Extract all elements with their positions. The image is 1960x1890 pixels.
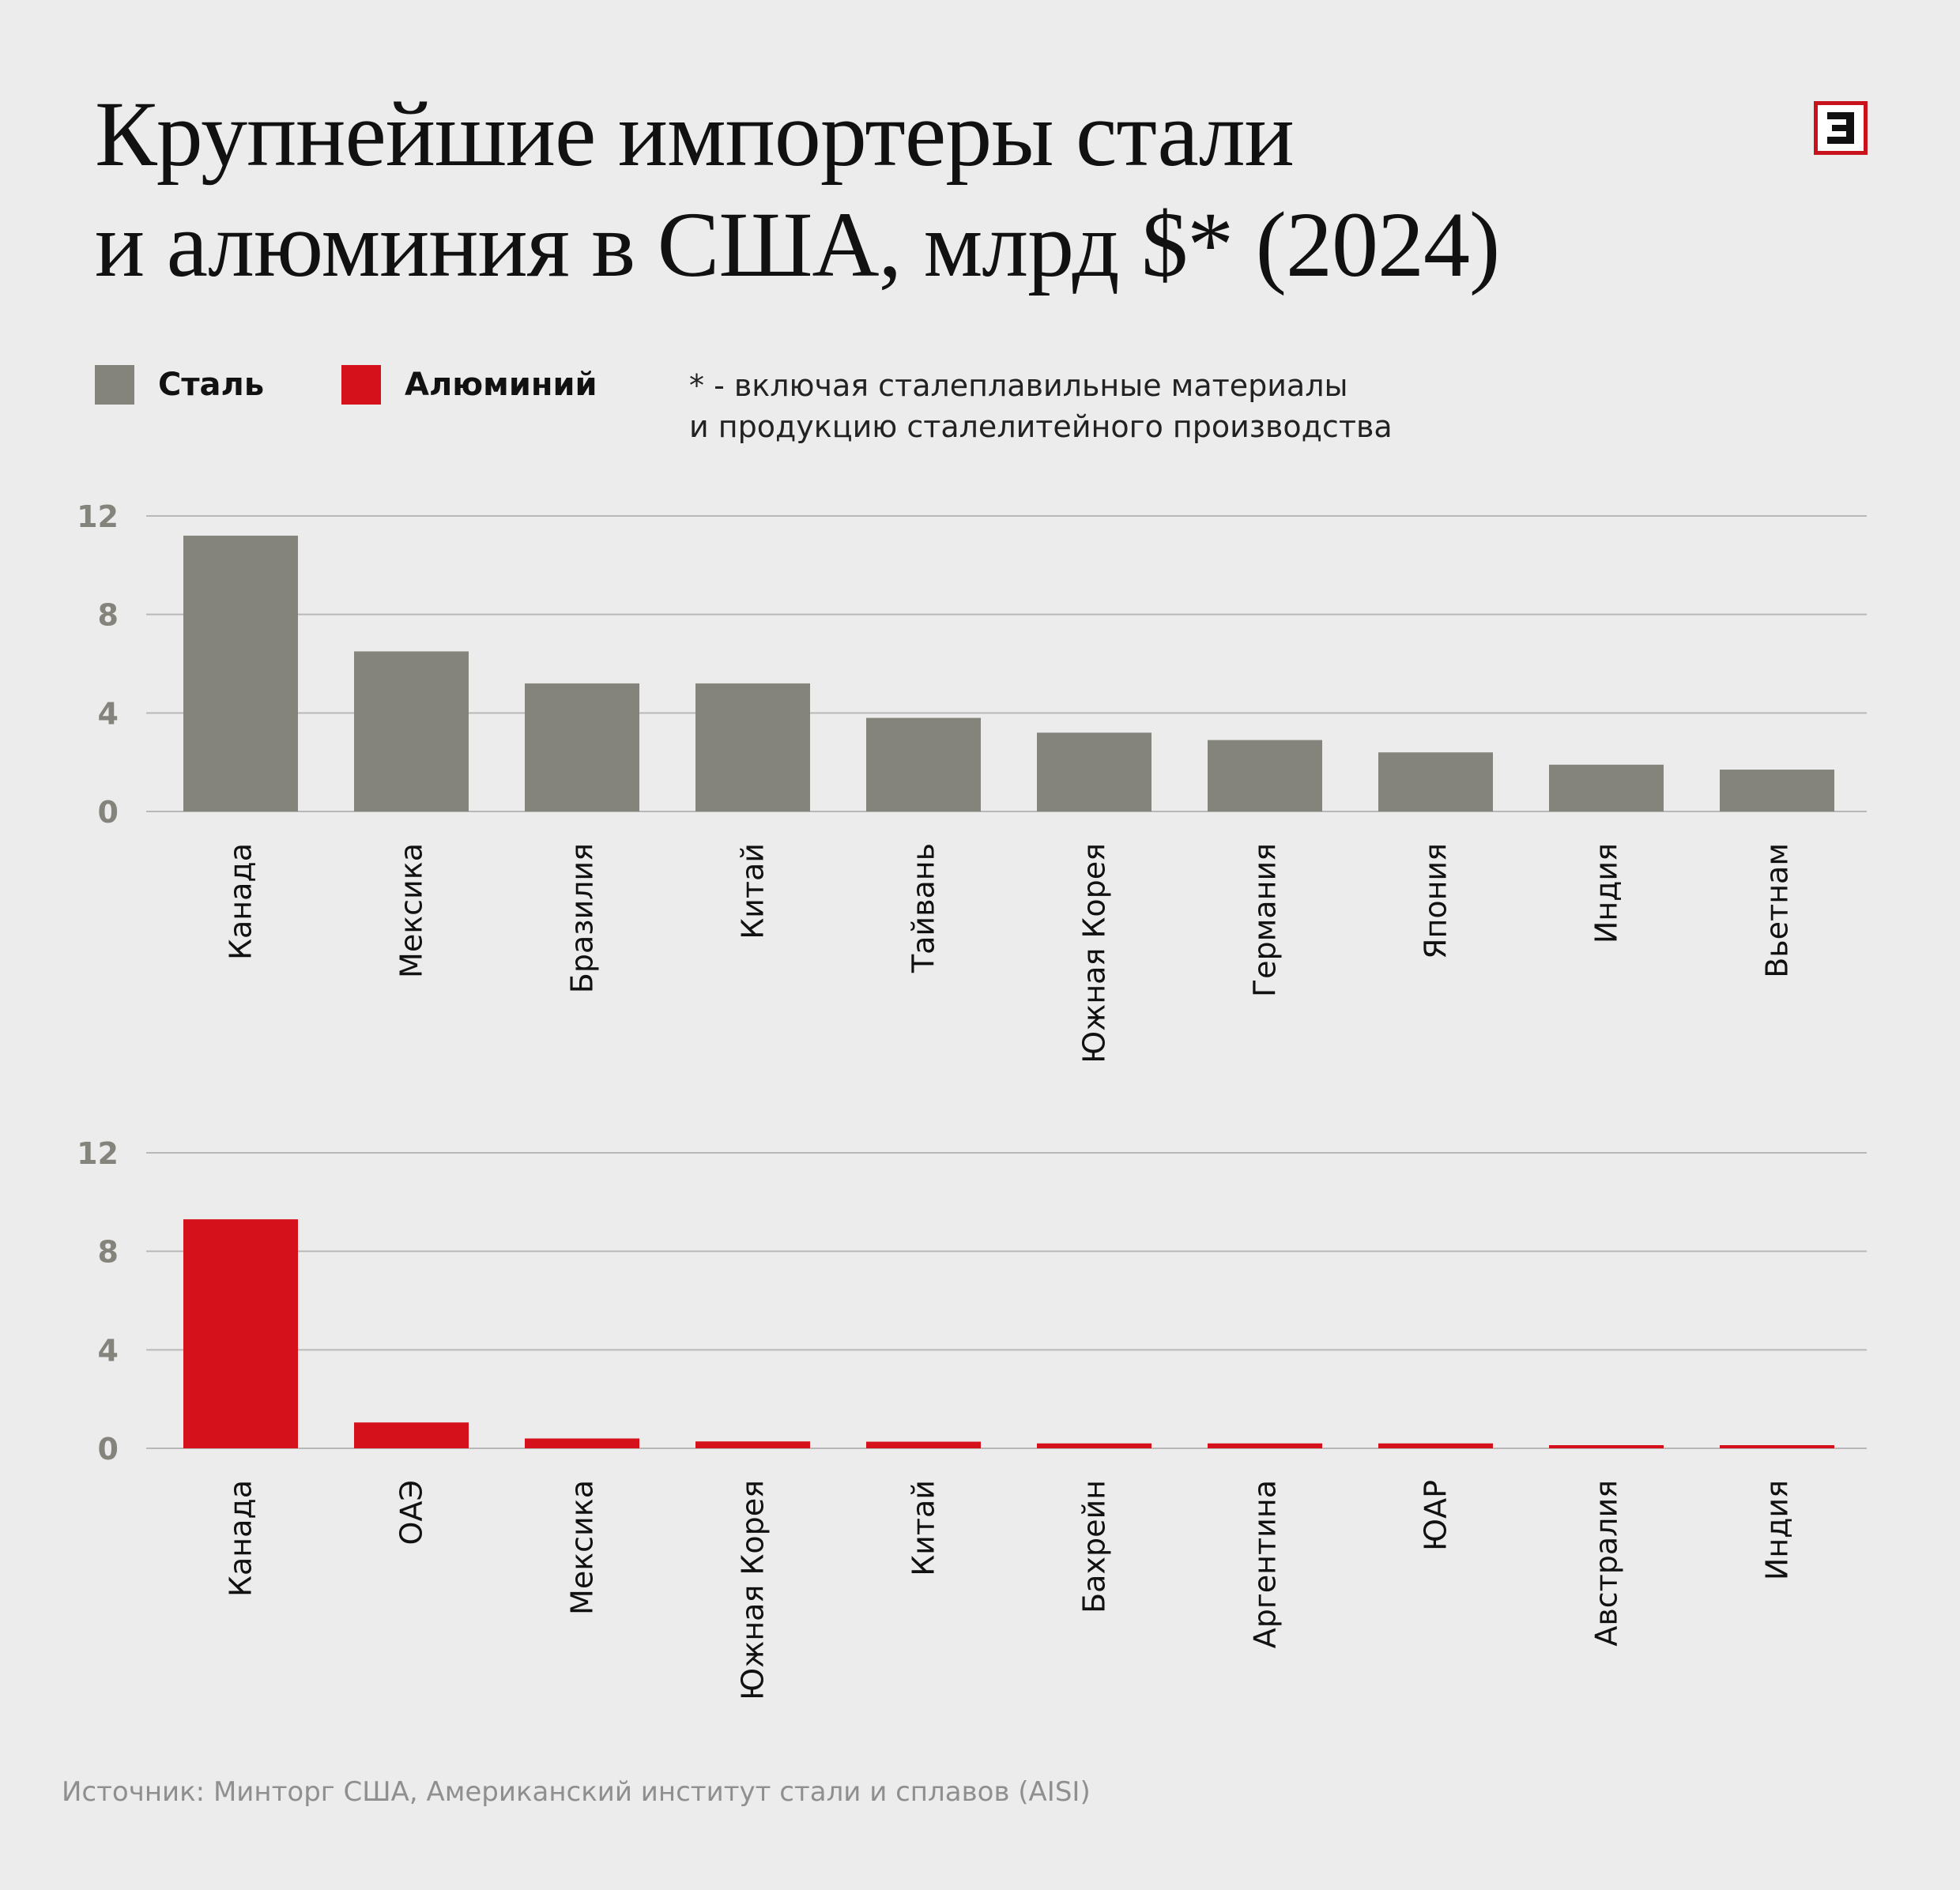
footnote-line-1: * - включая сталеплавильные материалы [689, 368, 1348, 403]
legend-label-steel: Сталь [158, 367, 265, 403]
aluminum-bar [1208, 1443, 1322, 1448]
aluminum-chart: 0 4 8 12 Канада ОАЭ Мексика Южная Корея Китай Бах… [77, 1136, 1867, 1700]
aluminum-category-label: ОАЭ [394, 1480, 429, 1545]
steel-bar [866, 717, 981, 811]
steel-category-label: Мексика [394, 843, 429, 978]
steel-category-label: Япония [1419, 843, 1453, 959]
steel-bar [695, 683, 810, 811]
aluminum-bar [866, 1441, 981, 1448]
legend-item-aluminum: Алюминий [341, 365, 597, 405]
aluminum-bar [1720, 1445, 1834, 1448]
aluminum-bar [354, 1422, 469, 1448]
steel-category-label: Вьетнам [1760, 843, 1795, 978]
source-note: Источник: Минторг США, Американский инст… [62, 1776, 1091, 1808]
aluminum-bar [525, 1438, 639, 1448]
steel-category-label: Германия [1248, 843, 1283, 997]
aluminum-category-label: Австралия [1589, 1480, 1624, 1647]
legend-item-steel: Сталь [95, 365, 264, 405]
steel-bar [1720, 770, 1834, 811]
aluminum-bar [183, 1219, 298, 1448]
aluminum-y-tick-label: 4 [98, 1333, 119, 1368]
steel-y-tick-label: 8 [98, 598, 119, 633]
aluminum-bar [1037, 1443, 1152, 1448]
steel-y-tick-label: 0 [98, 795, 119, 830]
legend-swatch-aluminum [341, 365, 381, 405]
steel-category-label: Тайвань [906, 843, 941, 973]
steel-chart: 0 4 8 12 Канада Мексика Бразилия Китай Тайвань Юж… [77, 499, 1867, 1064]
steel-bar [1208, 740, 1322, 811]
aluminum-category-label: Южная Корея [736, 1480, 771, 1700]
e-letter-logo-icon [1814, 101, 1868, 155]
steel-bar [183, 535, 298, 811]
chart-title: Крупнейшие импортеры стали и алюминия в … [95, 79, 1500, 300]
aluminum-y-tick-label: 0 [98, 1432, 119, 1466]
steel-category-label: Бразилия [565, 843, 600, 993]
aluminum-bar [1549, 1445, 1664, 1448]
steel-bar [354, 651, 469, 811]
aluminum-category-label: Индия [1760, 1480, 1795, 1580]
steel-bar [525, 683, 639, 811]
aluminum-category-label: Канада [224, 1480, 258, 1597]
aluminum-category-label: Китай [906, 1480, 941, 1576]
aluminum-category-label: Аргентина [1248, 1480, 1283, 1648]
footnote: * - включая сталеплавильные материалы и … [689, 365, 1393, 447]
steel-category-label: Китай [736, 843, 771, 939]
steel-bar [1549, 764, 1664, 811]
aluminum-bar [1378, 1443, 1493, 1448]
legend-label-aluminum: Алюминий [405, 367, 597, 403]
steel-y-tick-label: 12 [77, 499, 119, 534]
aluminum-category-label: Мексика [565, 1480, 600, 1615]
aluminum-bar [695, 1441, 810, 1448]
legend-swatch-steel [95, 365, 134, 405]
aluminum-y-tick-label: 8 [98, 1235, 119, 1270]
aluminum-category-label: ЮАР [1419, 1480, 1453, 1551]
steel-category-label: Канада [224, 843, 258, 960]
steel-category-label: Южная Корея [1077, 843, 1112, 1064]
steel-category-label: Индия [1589, 843, 1624, 943]
footnote-line-2: и продукцию сталелитейного производства [689, 409, 1393, 444]
aluminum-category-label: Бахрейн [1077, 1480, 1112, 1613]
steel-bar [1378, 752, 1493, 811]
title-line-2: и алюминия в США, млрд $* (2024) [95, 193, 1500, 296]
steel-bar [1037, 732, 1152, 811]
aluminum-y-tick-label: 12 [77, 1136, 119, 1171]
steel-y-tick-label: 4 [98, 696, 119, 731]
title-line-1: Крупнейшие импортеры стали [95, 82, 1295, 186]
